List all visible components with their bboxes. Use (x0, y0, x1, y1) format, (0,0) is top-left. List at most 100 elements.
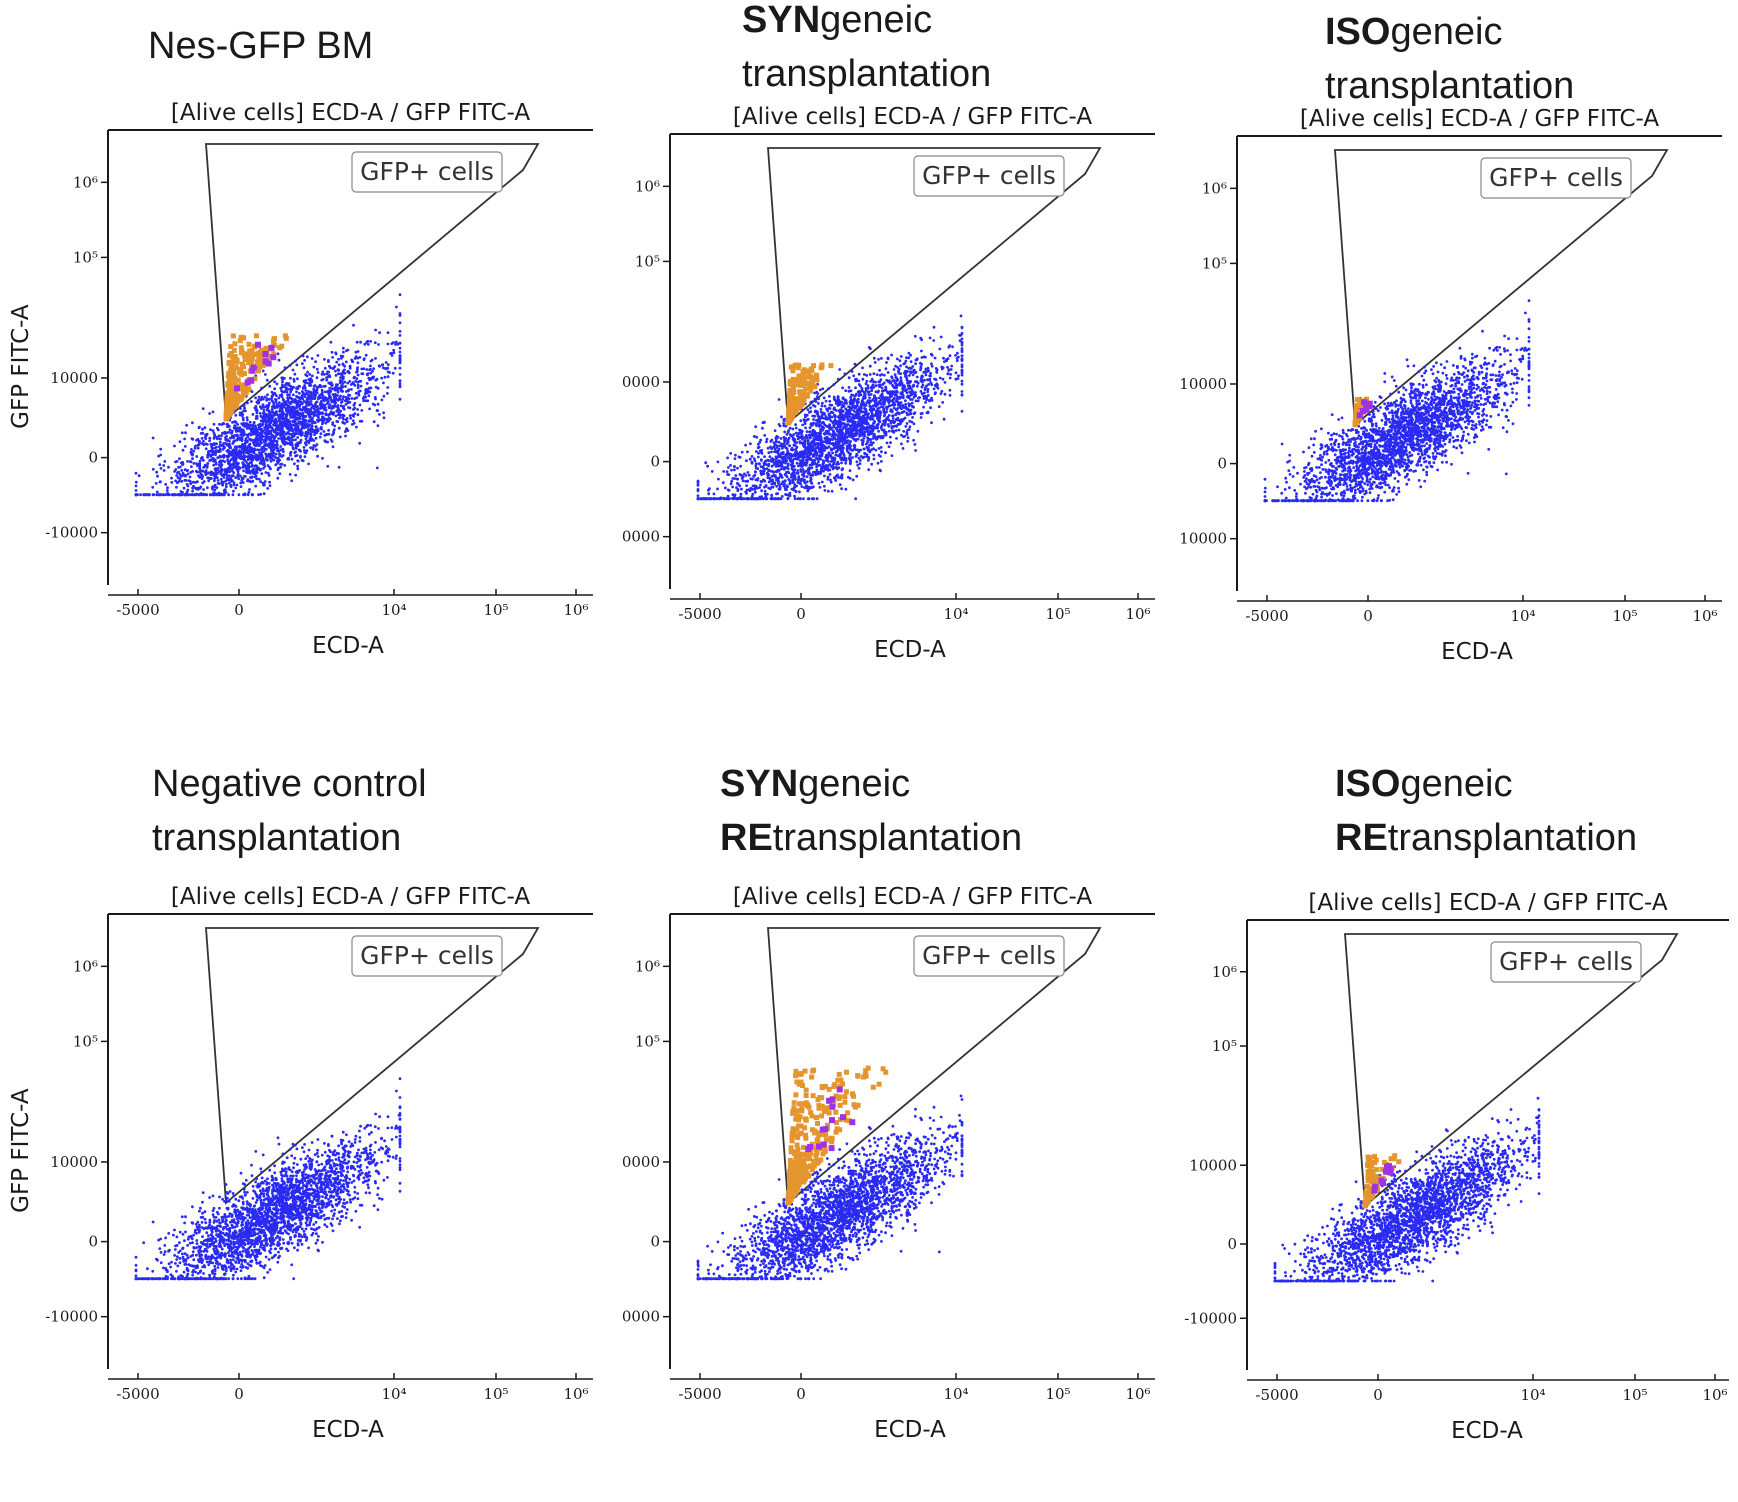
event-dot (320, 379, 323, 382)
event-dot (195, 439, 198, 442)
event-dot (372, 403, 375, 406)
event-dot (296, 465, 299, 468)
y-tick-label: 10000 (50, 369, 98, 387)
event-dot (287, 436, 290, 439)
event-dot (268, 474, 271, 477)
event-dot (355, 351, 358, 354)
event-dot (201, 477, 204, 480)
event-dot (208, 437, 211, 440)
event-dot (266, 393, 269, 396)
event-dot (230, 478, 233, 481)
event-dot (322, 398, 325, 401)
event-dot (187, 489, 190, 492)
event-dot (301, 459, 304, 462)
event-dot (352, 381, 355, 384)
event-dot (234, 487, 237, 490)
event-dot (304, 389, 307, 392)
event-dot (303, 366, 306, 369)
event-dot (135, 489, 138, 492)
event-dot (232, 441, 235, 444)
event-dot (249, 446, 252, 449)
event-dot (349, 367, 352, 370)
event-dot (271, 391, 274, 394)
event-dot (399, 373, 402, 376)
event-dot (197, 474, 200, 477)
event-dot (156, 491, 159, 494)
event-dot (323, 358, 326, 361)
event-dot (218, 445, 221, 448)
event-dot (239, 407, 242, 410)
event-dot (296, 436, 299, 439)
event-dot (331, 351, 334, 354)
event-dot (306, 435, 309, 438)
event-dot (286, 391, 289, 394)
event-dot (197, 447, 200, 450)
event-dot (334, 370, 337, 373)
event-dot (190, 465, 193, 468)
event-dot (273, 387, 276, 390)
event-dot (357, 386, 360, 389)
event-dot (374, 357, 377, 360)
event-dot (190, 451, 193, 454)
event-dot (176, 481, 179, 484)
event-dot (353, 422, 356, 425)
event-dot (310, 400, 313, 403)
event-dot (383, 395, 386, 398)
event-dot (255, 470, 258, 473)
event-dot (252, 413, 255, 416)
event-dot (173, 445, 176, 448)
event-dot (395, 306, 398, 309)
event-dot (210, 449, 213, 452)
event-dot (352, 414, 355, 417)
event-dot (253, 421, 256, 424)
event-dot (360, 409, 363, 412)
event-dot (155, 471, 158, 474)
event-dot (272, 459, 275, 462)
event-dot (135, 485, 138, 488)
event-dot (190, 448, 193, 451)
event-dot (227, 493, 230, 496)
event-dot (264, 396, 267, 399)
event-dot (223, 473, 226, 476)
event-dot (186, 460, 189, 463)
event-dot (184, 431, 187, 434)
event-dot (191, 490, 194, 493)
event-dot (320, 432, 323, 435)
event-dot (276, 403, 279, 406)
event-dot (206, 462, 209, 465)
event-dot (399, 312, 402, 315)
event-dot (329, 403, 332, 406)
event-dot (341, 372, 344, 375)
event-dot (244, 475, 247, 478)
event-dot (282, 454, 285, 457)
event-dot (214, 488, 217, 491)
plot-title: [Alive cells] ECD-A / GFP FITC-A (171, 100, 530, 126)
event-dot (393, 351, 396, 354)
event-dot (195, 470, 198, 473)
event-dot (333, 398, 336, 401)
event-dot (365, 368, 368, 371)
event-dot (337, 368, 340, 371)
event-dot (209, 493, 212, 496)
event-dot (171, 493, 174, 496)
event-dot (259, 405, 262, 408)
event-dot (159, 480, 162, 483)
event-dot (228, 470, 231, 473)
event-dot (303, 384, 306, 387)
event-dot (319, 427, 322, 430)
event-dot (349, 414, 352, 417)
y-tick-label: 10⁵ (73, 248, 98, 266)
event-dot (333, 428, 336, 431)
event-dot (353, 397, 356, 400)
event-dot (348, 394, 351, 397)
event-dot (321, 411, 324, 414)
event-dot (244, 410, 247, 413)
event-dot (372, 367, 375, 370)
event-dot (225, 435, 228, 438)
event-dot (255, 475, 258, 478)
event-dot (381, 399, 384, 402)
event-dot (352, 324, 355, 327)
event-dot (250, 439, 253, 442)
event-dot (201, 437, 204, 440)
event-dot (308, 416, 311, 419)
